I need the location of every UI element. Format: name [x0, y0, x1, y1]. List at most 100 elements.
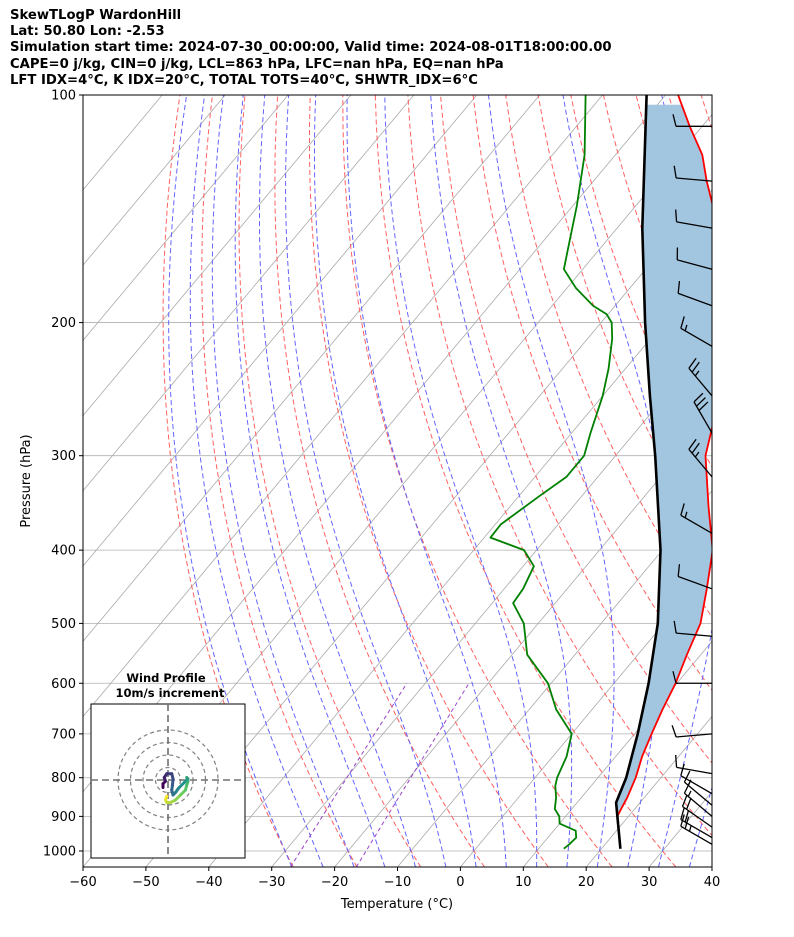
wind-barb — [673, 620, 713, 637]
wind-barb-staff — [680, 514, 713, 534]
wind-barb-full — [693, 392, 704, 403]
pressure-tick-label: 900 — [51, 810, 76, 825]
wind-barb-full — [684, 810, 690, 823]
pressure-tick-label: 400 — [51, 544, 76, 559]
moist-adiabat-line — [720, 95, 794, 867]
dry-adiabat-line — [238, 95, 422, 867]
wind-barb-full — [691, 442, 700, 454]
wind-barb-full — [675, 209, 678, 222]
wind-barb — [673, 165, 713, 182]
moist-adiabat-line — [189, 95, 324, 867]
wind-barb-full — [680, 807, 685, 820]
wind-barb-staff — [677, 259, 713, 270]
wind-barb-full — [698, 401, 709, 411]
wind-barbs — [671, 114, 713, 845]
wind-barb-full — [672, 114, 677, 127]
moist-adiabat-line — [285, 95, 447, 867]
temperature-tick-label: −60 — [69, 875, 96, 890]
isotherm-line — [83, 95, 603, 718]
isotherm-line — [711, 866, 712, 867]
dry-adiabat-line — [162, 95, 294, 867]
wind-barb — [680, 814, 713, 845]
wind-barb — [672, 114, 712, 127]
pressure-axis-ticks: 100 200 300 400 500 600 700 800 900 1000 — [43, 89, 83, 859]
wind-barb-full — [683, 781, 691, 794]
wind-barb-full — [671, 725, 677, 738]
wind-barb-full — [680, 814, 685, 827]
wind-barb — [677, 564, 713, 590]
dry-adiabat-line — [700, 95, 712, 131]
wind-barb-staff — [688, 367, 713, 397]
isotherm-line — [397, 490, 712, 867]
pressure-tick-label: 800 — [51, 771, 76, 786]
wind-barb-staff — [693, 401, 713, 434]
wind-barb-staff — [688, 448, 713, 478]
wind-barb-full — [680, 763, 685, 776]
wind-barb — [671, 725, 713, 738]
dry-adiabat-line — [274, 95, 485, 867]
isotherm-line — [522, 640, 712, 867]
pressure-tick-label: 600 — [51, 677, 76, 692]
temperature-tick-label: 0 — [456, 875, 464, 890]
wind-barb-half — [684, 324, 688, 331]
temperature-tick-label: −20 — [321, 875, 348, 890]
pressure-tick-label: 700 — [51, 727, 76, 742]
wind-barb-full — [696, 397, 706, 407]
chart-header: SkewTLogP WardonHill Lat: 50.80 Lon: -2.… — [10, 8, 790, 89]
dry-adiabat-line — [201, 95, 358, 867]
temperature-line — [616, 95, 712, 849]
pressure-tick-label: 300 — [51, 449, 76, 464]
wind-barb-half — [687, 790, 692, 797]
wind-barb-full — [691, 361, 700, 373]
wind-barb — [683, 781, 713, 817]
wind-barb-half — [694, 451, 700, 458]
dry-adiabat-line — [342, 95, 613, 867]
dry-adiabat-line — [537, 95, 712, 544]
wind-barb-staff — [677, 292, 713, 307]
wind-barb-staff — [676, 177, 713, 182]
isotherm-line — [460, 565, 712, 867]
wind-barb-staff — [684, 792, 713, 817]
wind-barb-full — [673, 620, 677, 634]
inset-subtitle: 10m/s increment — [116, 686, 225, 700]
wind-barb-full — [677, 564, 681, 577]
chart-title: SkewTLogP WardonHill — [10, 8, 182, 23]
dry-adiabat-line — [472, 95, 712, 691]
moist-adiabat-line — [346, 95, 507, 867]
wind-barb-full — [672, 671, 677, 684]
pressure-tick-label: 100 — [51, 89, 76, 104]
isotherm-line — [208, 264, 712, 867]
pressure-tick-label: 500 — [51, 617, 76, 632]
temperature-tick-label: −30 — [258, 875, 285, 890]
moist-adiabat-line — [430, 95, 573, 867]
pressure-tick-label: 200 — [51, 316, 76, 331]
wind-barb-full — [673, 165, 677, 179]
dry-adiabat-line — [309, 95, 549, 867]
moist-adiabat-line — [384, 95, 538, 867]
wind-barb — [688, 438, 713, 478]
stability-indices: LFT IDX=4°C, K IDX=20°C, TOTAL TOTS=40°C… — [10, 72, 478, 88]
isotherm-line — [83, 95, 415, 492]
isotherm-line — [271, 339, 712, 867]
wind-barb-staff — [680, 819, 713, 839]
dry-adiabat-line — [440, 95, 712, 764]
moist-adiabat-line — [168, 95, 293, 867]
x-axis-label: Temperature (°C) — [340, 897, 453, 912]
wind-barb — [677, 281, 713, 307]
wind-barb-staff — [677, 575, 713, 590]
wind-barb-full — [683, 770, 691, 783]
hodograph-plot — [91, 704, 245, 858]
hodograph-inset: Wind Profile 10m/s increment — [90, 671, 246, 859]
moist-adiabat-line — [314, 95, 477, 867]
moist-adiabat-line — [488, 95, 615, 867]
wind-barb-full — [685, 797, 692, 810]
profile-lines — [489, 95, 712, 850]
wind-barb — [672, 671, 712, 684]
wind-barb-full — [680, 503, 685, 516]
temperature-tick-label: 40 — [704, 875, 721, 890]
moist-adiabat-line — [658, 95, 712, 867]
wind-barb-staff — [680, 825, 713, 845]
temperature-parcel-shading — [616, 104, 712, 849]
moist-adiabat-line — [234, 95, 386, 867]
isotherm-line — [83, 95, 226, 266]
